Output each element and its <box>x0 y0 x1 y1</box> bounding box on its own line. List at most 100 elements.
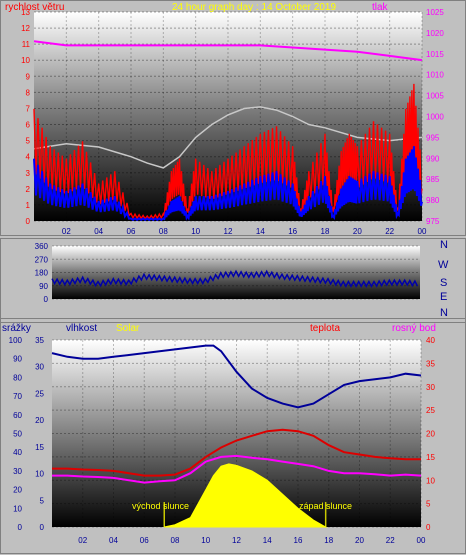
wind-tick-label: 9 <box>26 72 31 81</box>
temperature-axis-label: teplota <box>310 323 340 334</box>
wind-tick-label: 3 <box>26 169 31 178</box>
dewpoint-axis-label: rosný bod <box>392 323 436 334</box>
direction-tick-label: 180 <box>35 269 49 278</box>
rain-tick-label: 60 <box>13 411 22 420</box>
temperature-tick-label: 35 <box>426 359 435 368</box>
wind-x-tick-label: 04 <box>94 227 103 236</box>
wind-tick-label: 4 <box>26 153 31 162</box>
rain-tick-label: 40 <box>13 448 22 457</box>
wind-x-tick-label: 02 <box>62 227 71 236</box>
pressure-tick-label: 1010 <box>426 71 444 80</box>
rain-tick-label: 0 <box>18 523 23 532</box>
temp-x-tick-label: 06 <box>140 536 149 545</box>
axes: 0123456789101112139759809859909951000100… <box>9 8 445 545</box>
rain-tick-label: 10 <box>13 504 22 513</box>
sunrise-annotation: východ slunce <box>132 501 189 511</box>
wind-x-tick-label: 20 <box>353 227 362 236</box>
pressure-tick-label: 980 <box>426 196 440 205</box>
direction-legend-w: W <box>438 259 449 271</box>
temp-x-tick-label: 02 <box>78 536 87 545</box>
wind-series-line <box>33 146 423 222</box>
wind-x-tick-label: 16 <box>288 227 297 236</box>
wind-tick-label: 2 <box>26 185 31 194</box>
direction-tick-label: 360 <box>35 242 49 251</box>
humidity-tick-label: 25 <box>35 389 44 398</box>
sunset-annotation: západ slunce <box>299 501 352 511</box>
temperature-tick-label: 25 <box>426 406 435 415</box>
rain-tick-label: 100 <box>9 336 23 345</box>
wind-x-tick-label: 12 <box>224 227 233 236</box>
pressure-tick-label: 1000 <box>426 113 444 122</box>
gust-series-line <box>33 83 423 220</box>
pressure-tick-label: 975 <box>426 217 440 226</box>
wind-x-tick-label: 18 <box>321 227 330 236</box>
pressure-tick-label: 1020 <box>426 29 444 38</box>
direction-tick-label: 90 <box>39 282 48 291</box>
rain-tick-label: 90 <box>13 355 22 364</box>
temp-x-tick-label: 18 <box>324 536 333 545</box>
direction-tick-label: 270 <box>35 255 49 264</box>
direction-legend-e: E <box>440 291 447 303</box>
rain-tick-label: 70 <box>13 392 22 401</box>
temp-x-tick-label: 14 <box>263 536 272 545</box>
humidity-tick-label: 35 <box>35 336 44 345</box>
temperature-tick-label: 10 <box>426 476 435 485</box>
wind-tick-label: 13 <box>21 8 30 17</box>
wind-x-tick-label: 08 <box>159 227 168 236</box>
dewpoint-series-line <box>52 454 422 484</box>
rain-tick-label: 80 <box>13 373 22 382</box>
pressure-tick-label: 985 <box>426 175 440 184</box>
rain-tick-label: 20 <box>13 486 22 495</box>
wind-tick-label: 8 <box>26 88 31 97</box>
temp-x-tick-label: 00 <box>417 536 426 545</box>
pressure-tick-label: 1005 <box>426 92 444 101</box>
wind-x-tick-label: 22 <box>385 227 394 236</box>
temperature-tick-label: 0 <box>426 523 431 532</box>
wind-tick-label: 12 <box>21 24 30 33</box>
wind-x-tick-label: 14 <box>256 227 265 236</box>
direction-legend-s: S <box>440 277 447 289</box>
pressure-tick-label: 995 <box>426 133 440 142</box>
chart-marks <box>33 40 423 528</box>
humidity-tick-label: 15 <box>35 443 44 452</box>
temp-x-tick-label: 10 <box>201 536 210 545</box>
wind-tick-label: 6 <box>26 121 31 130</box>
wind-tick-label: 7 <box>26 104 31 113</box>
wind-axis-label: rychlost větru <box>5 2 64 13</box>
rain-axis-label: srážky <box>2 323 31 334</box>
direction-tick-label: 0 <box>44 295 49 304</box>
wind-tick-label: 10 <box>21 56 30 65</box>
temperature-tick-label: 20 <box>426 430 435 439</box>
pressure-tick-label: 990 <box>426 154 440 163</box>
pressure-tick-label: 1025 <box>426 8 444 17</box>
rain-tick-label: 50 <box>13 430 22 439</box>
humidity-axis-label: vlhkost <box>66 323 97 334</box>
wind-tick-label: 1 <box>26 201 31 210</box>
wind-x-tick-label: 00 <box>418 227 427 236</box>
temperature-tick-label: 15 <box>426 453 435 462</box>
solar-area <box>164 463 328 528</box>
temperature-tick-label: 40 <box>426 336 435 345</box>
direction-legend-n1: N <box>440 239 448 251</box>
humidity-tick-label: 30 <box>35 363 44 372</box>
humidity-tick-label: 10 <box>35 470 44 479</box>
wind-x-tick-label: 10 <box>191 227 200 236</box>
wind-tick-label: 0 <box>26 217 31 226</box>
temperature-tick-label: 30 <box>426 383 435 392</box>
chart-title: 24 hour graph day : 14 October 2019 <box>172 2 336 13</box>
rain-tick-label: 30 <box>13 467 22 476</box>
wind-tick-label: 5 <box>26 137 31 146</box>
pressure-series-line <box>33 40 423 62</box>
temp-x-tick-label: 16 <box>294 536 303 545</box>
pressure-axis-label: tlak <box>372 2 389 13</box>
temp_trace-series-line <box>33 106 423 169</box>
temp-x-tick-label: 04 <box>109 536 118 545</box>
temp-x-tick-label: 20 <box>355 536 364 545</box>
humidity-series-line <box>51 344 422 409</box>
humidity-tick-label: 5 <box>40 496 45 505</box>
temp-x-tick-label: 12 <box>232 536 241 545</box>
wind-x-tick-label: 06 <box>127 227 136 236</box>
temp-x-tick-label: 08 <box>171 536 180 545</box>
solar-label: Solar <box>116 323 140 334</box>
